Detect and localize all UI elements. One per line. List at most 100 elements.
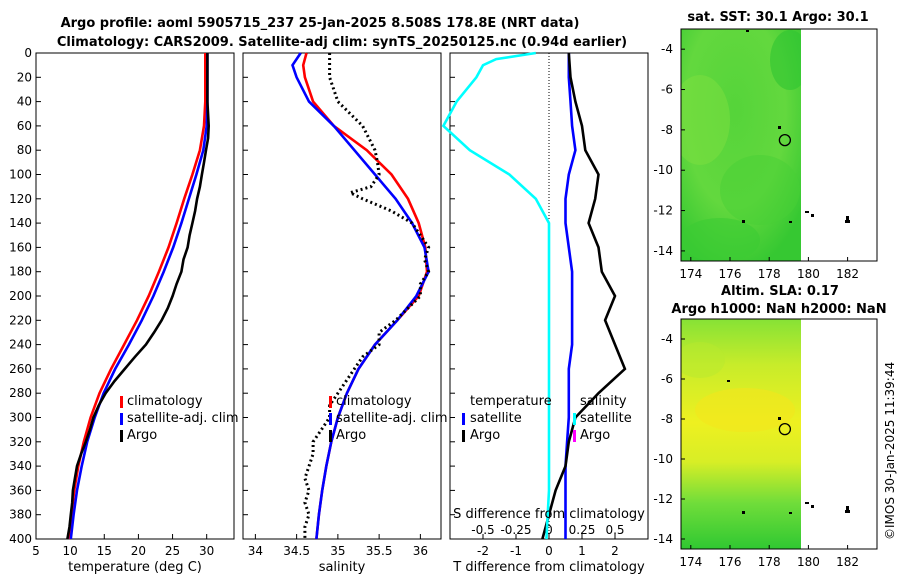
argo-position-marker — [778, 423, 792, 436]
y-tick-label: 400 — [9, 532, 32, 546]
salinity-legend: climatology satellite-adj. clim Argo — [329, 394, 448, 443]
legend-swatch-s-satellite — [573, 413, 576, 425]
temperature-xlabel: temperature (deg C) — [68, 560, 202, 575]
x-tick-label: 15 — [97, 544, 112, 558]
legend-label-salinity: salinity — [580, 394, 627, 409]
legend-label-satellite: satellite-adj. clim — [336, 411, 448, 426]
sst-map-title: sat. SST: 30.1 Argo: 30.1 — [687, 10, 868, 25]
x-tick-label: 25 — [165, 544, 180, 558]
map-x-tick-label: 174 — [679, 555, 702, 569]
sla-map-axes — [680, 318, 878, 550]
x-tick-label: 35 — [330, 544, 345, 558]
x-tick-label: 30 — [199, 544, 214, 558]
copyright-label: ©IMOS 30-Jan-2025 11:39:44 — [883, 362, 897, 540]
legend-label-satellite: satellite-adj. clim — [127, 411, 239, 426]
series-line-satellite-adj-clim — [291, 52, 430, 540]
x-tick-label: 20 — [131, 544, 146, 558]
series-line-climatology — [301, 52, 429, 540]
s-tick-label: -0.25 — [500, 523, 531, 537]
legend-label-t-satellite: satellite — [470, 411, 522, 426]
salinity-panel: 34 34.5 35 35.5 36 salinity climatology sate… — [242, 52, 448, 575]
map-x-tick-label: 182 — [836, 555, 859, 569]
argo-position-marker — [778, 133, 792, 147]
y-tick-label: 380 — [9, 508, 32, 522]
legend-label-climatology: climatology — [336, 394, 412, 409]
sst-coastline — [742, 30, 850, 223]
map-y-tick-label: -6 — [661, 372, 673, 386]
x-tick-label: 5 — [32, 544, 40, 558]
y-tick-label: 200 — [9, 289, 32, 303]
series-line-temperature-satellite — [564, 53, 577, 539]
series-line-argo — [66, 53, 211, 540]
map-x-tick-label: 176 — [719, 555, 742, 569]
temperature-panel: 5 10 15 20 25 3002040608010012014016018020022… — [9, 46, 239, 575]
map-x-tick-label: 180 — [797, 555, 820, 569]
sla-map-title: Altim. SLA: 0.17 — [721, 284, 839, 299]
series-line-satellite-adj-clim — [69, 53, 209, 540]
sla-map-panel: Altim. SLA: 0.17 Argo h1000: NaN h2000: … — [653, 284, 886, 569]
x-tick-label: 34.5 — [283, 544, 310, 558]
y-tick-label: 0 — [24, 46, 32, 60]
legend-swatch-t-satellite — [462, 413, 465, 425]
sst-map-panel: sat. SST: 30.1 Argo: 30.1 174 176 178 180 18… — [653, 10, 878, 281]
y-tick-label: 80 — [17, 143, 32, 157]
legend-swatch-argo — [329, 430, 332, 442]
map-y-tick-label: -8 — [661, 412, 673, 426]
temperature-legend: climatology satellite-adj. clim Argo — [120, 394, 239, 443]
legend-swatch-argo — [120, 430, 123, 442]
legend-swatch-t-argo — [462, 430, 465, 442]
y-tick-label: 180 — [9, 265, 32, 279]
y-tick-label: 340 — [9, 459, 32, 473]
y-tick-label: 160 — [9, 240, 32, 254]
salinity-axes — [242, 52, 442, 540]
map-y-tick-label: -12 — [653, 204, 673, 218]
y-tick-label: 100 — [9, 168, 32, 182]
map-y-tick-label: -8 — [661, 123, 673, 137]
series-line-salinity-satellite — [441, 51, 551, 540]
s-tick-label: 0.25 — [569, 523, 596, 537]
legend-label-t-argo: Argo — [470, 428, 500, 443]
map-y-tick-label: -4 — [661, 332, 673, 346]
y-tick-label: 320 — [9, 435, 32, 449]
map-x-tick-label: 174 — [679, 267, 702, 281]
series-line-argo — [303, 53, 431, 539]
map-y-tick-label: -12 — [653, 492, 673, 506]
legend-swatch-climatology — [120, 396, 123, 408]
sst-heatmap-texture — [681, 30, 801, 261]
legend-swatch-satellite — [329, 413, 332, 425]
salinity-xlabel: salinity — [319, 560, 366, 575]
map-x-tick-label: 178 — [758, 555, 781, 569]
s-difference-label: S difference from climatology — [453, 507, 645, 522]
x-tick-label: 35.5 — [366, 544, 393, 558]
legend-label-s-satellite: satellite — [580, 411, 632, 426]
legend-swatch-climatology — [329, 396, 332, 408]
y-tick-label: 120 — [9, 192, 32, 206]
x-tick-label: 0 — [545, 544, 553, 558]
map-y-tick-label: -6 — [661, 83, 673, 97]
x-tick-label: -1 — [510, 544, 522, 558]
map-x-tick-label: 182 — [836, 267, 859, 281]
sla-map-subtitle: Argo h1000: NaN h2000: NaN — [671, 302, 886, 317]
y-tick-label: 300 — [9, 411, 32, 425]
difference-legend-temperature: temperature satellite Argo — [462, 394, 552, 443]
figure-title-line2: Climatology: CARS2009. Satellite-adj cli… — [57, 35, 627, 50]
map-x-tick-label: 176 — [719, 267, 742, 281]
difference-legend-salinity: salinity satellite Argo — [573, 394, 632, 443]
y-tick-label: 360 — [9, 483, 32, 497]
map-x-tick-label: 178 — [758, 267, 781, 281]
legend-label-temperature: temperature — [470, 394, 552, 409]
map-y-tick-label: -10 — [653, 163, 673, 177]
series-line-climatology — [67, 53, 207, 540]
legend-label-argo: Argo — [127, 428, 157, 443]
map-x-tick-label: 180 — [797, 267, 820, 281]
s-tick-label: -0.5 — [471, 523, 494, 537]
map-y-tick-label: -10 — [653, 452, 673, 466]
sla-coastline — [727, 380, 850, 514]
sst-map-axes — [680, 28, 878, 262]
map-y-tick-label: -4 — [661, 42, 673, 56]
y-tick-label: 280 — [9, 386, 32, 400]
x-tick-label: -2 — [477, 544, 489, 558]
s-tick-label: 0.5 — [605, 523, 624, 537]
sla-heatmap-texture — [681, 342, 795, 432]
